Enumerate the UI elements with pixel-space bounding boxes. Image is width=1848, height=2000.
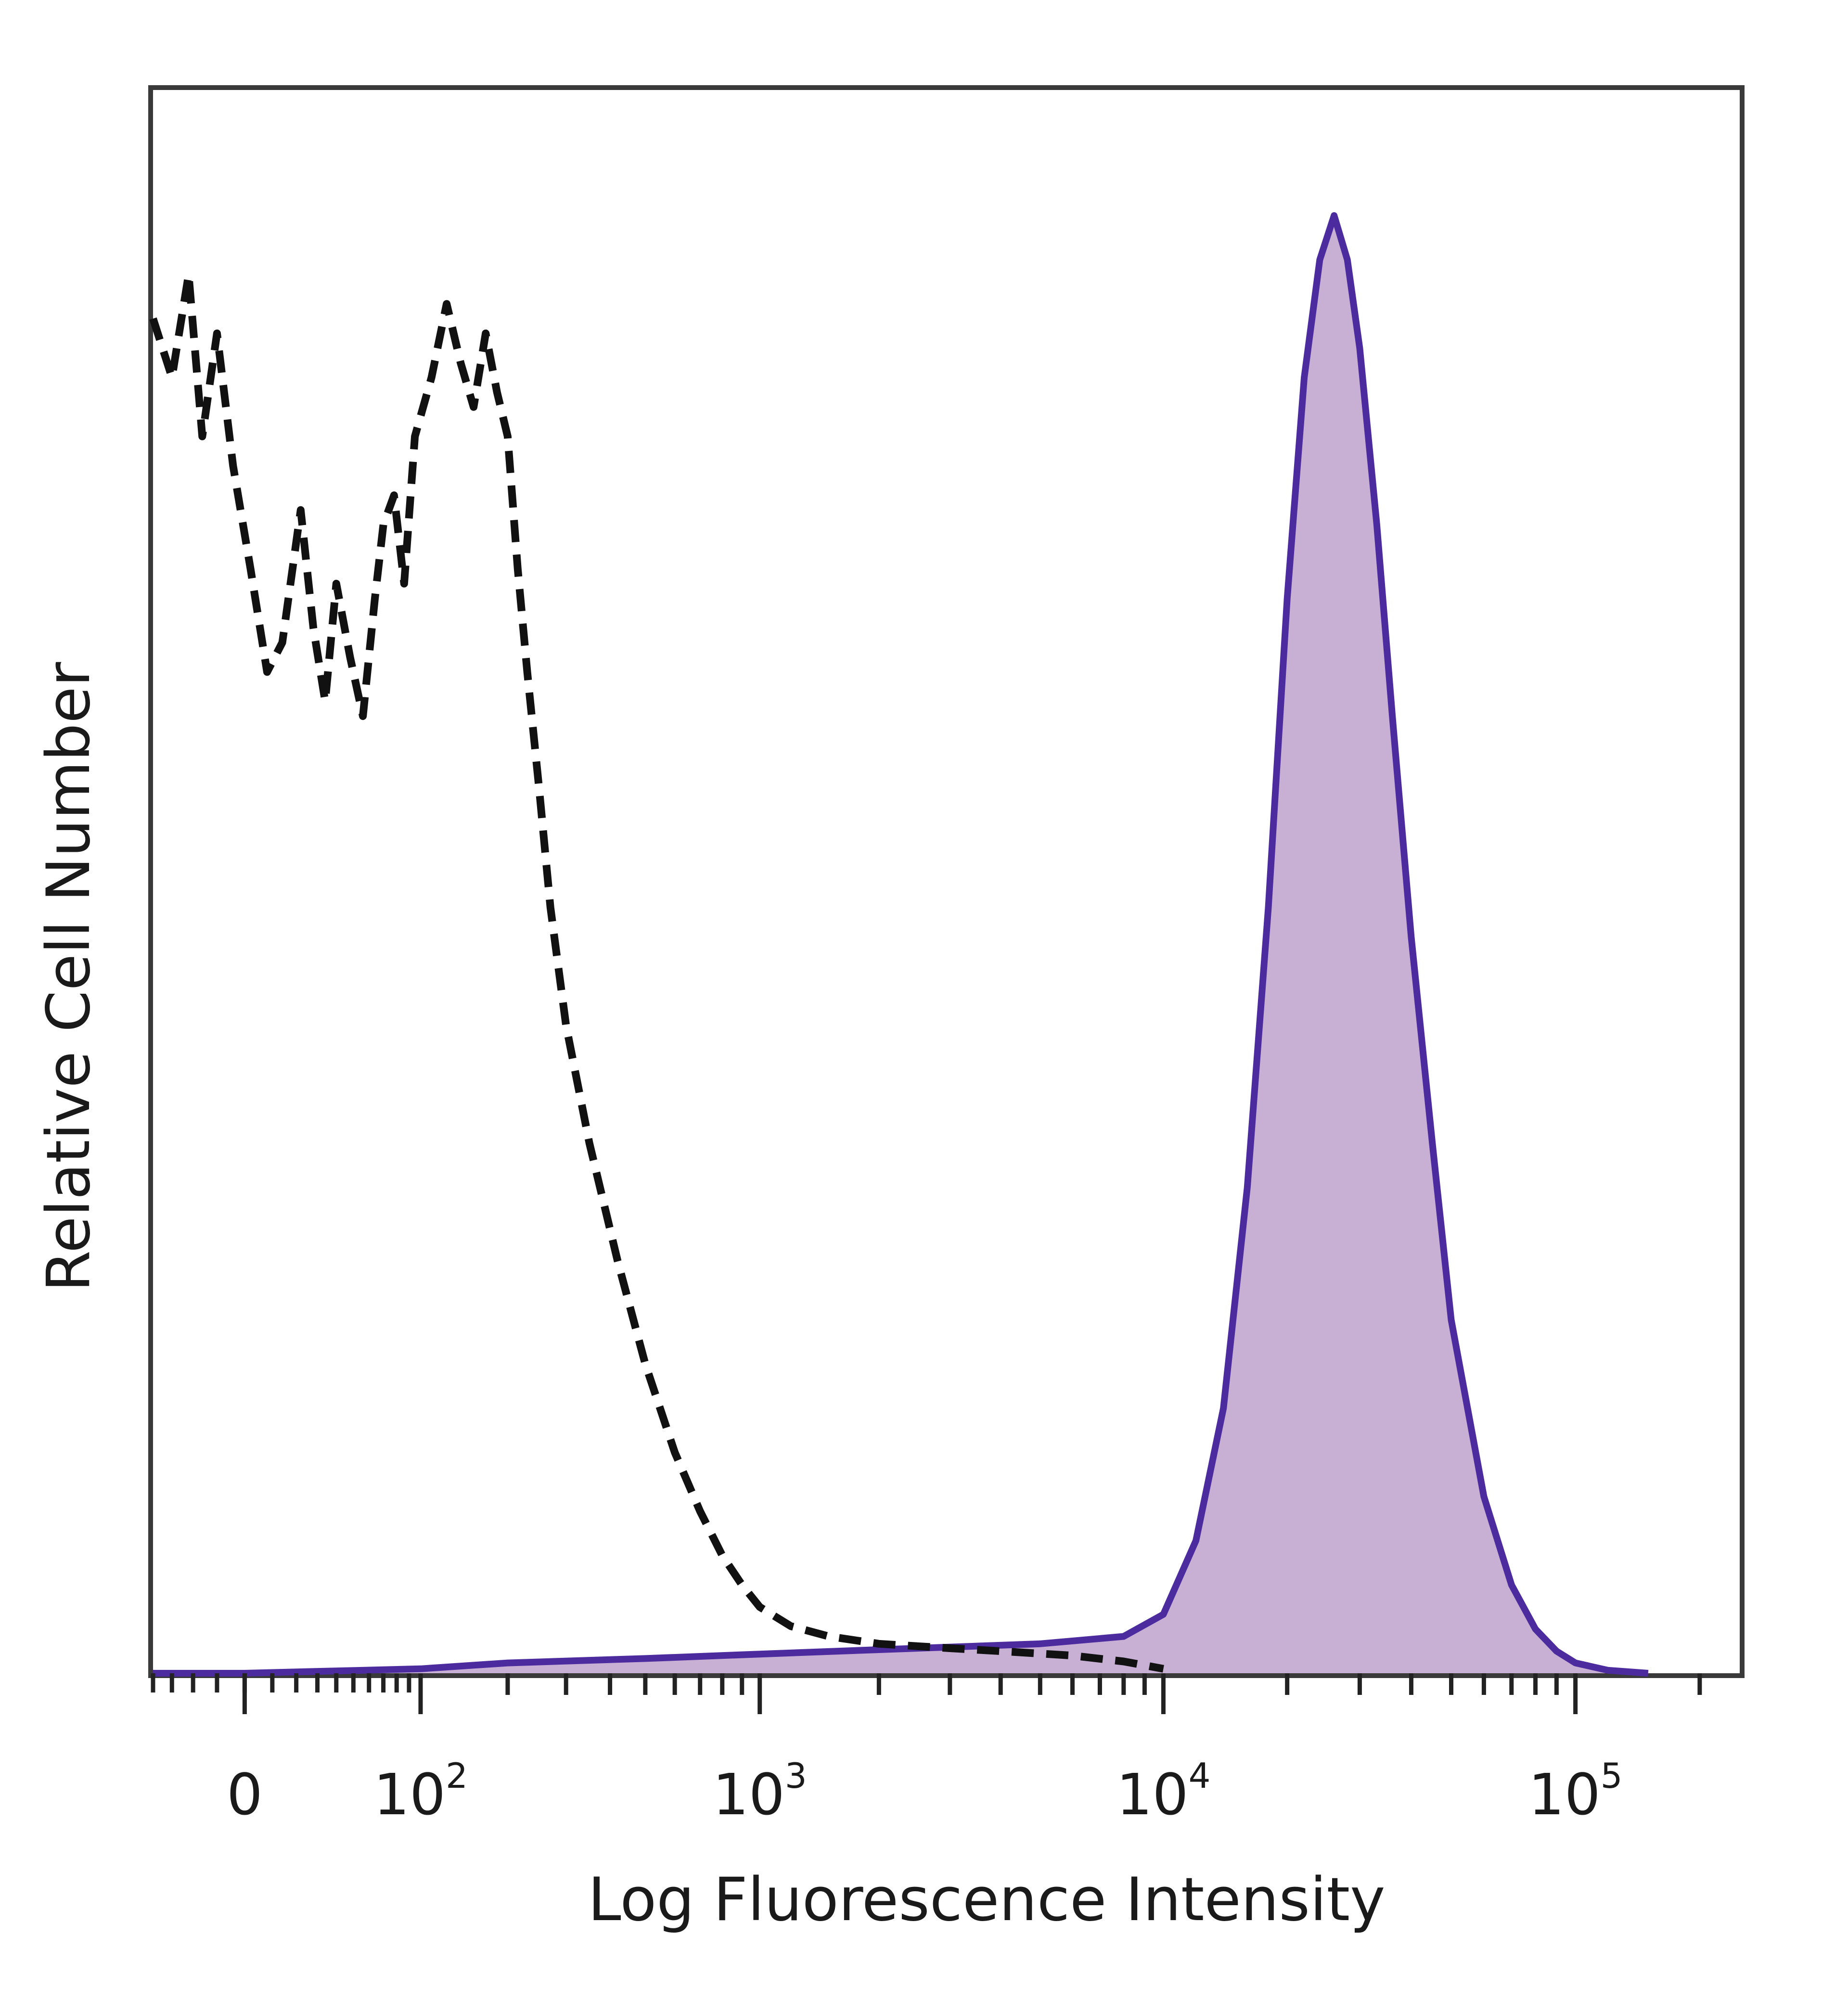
x-tick-label-4: 105 xyxy=(1528,1756,1623,1828)
y-axis-title: Relative Cell Number xyxy=(34,662,103,1292)
series-1-area xyxy=(153,215,1648,1674)
x-tick-label-2: 103 xyxy=(713,1756,807,1828)
series-layer xyxy=(149,212,1649,1677)
x-tick-label-1: 102 xyxy=(373,1756,468,1828)
x-tick-label-3: 104 xyxy=(1116,1756,1210,1828)
plot-frame xyxy=(148,85,1745,1678)
x-axis-title: Log Fluorescence Intensity xyxy=(588,1865,1386,1935)
x-tick-label-0: 0 xyxy=(227,1761,263,1828)
x-axis-ticks: 0 102 103 104 105 xyxy=(151,1673,1702,1828)
series-0-line xyxy=(149,270,1164,1673)
series-1-line xyxy=(153,212,1649,1677)
